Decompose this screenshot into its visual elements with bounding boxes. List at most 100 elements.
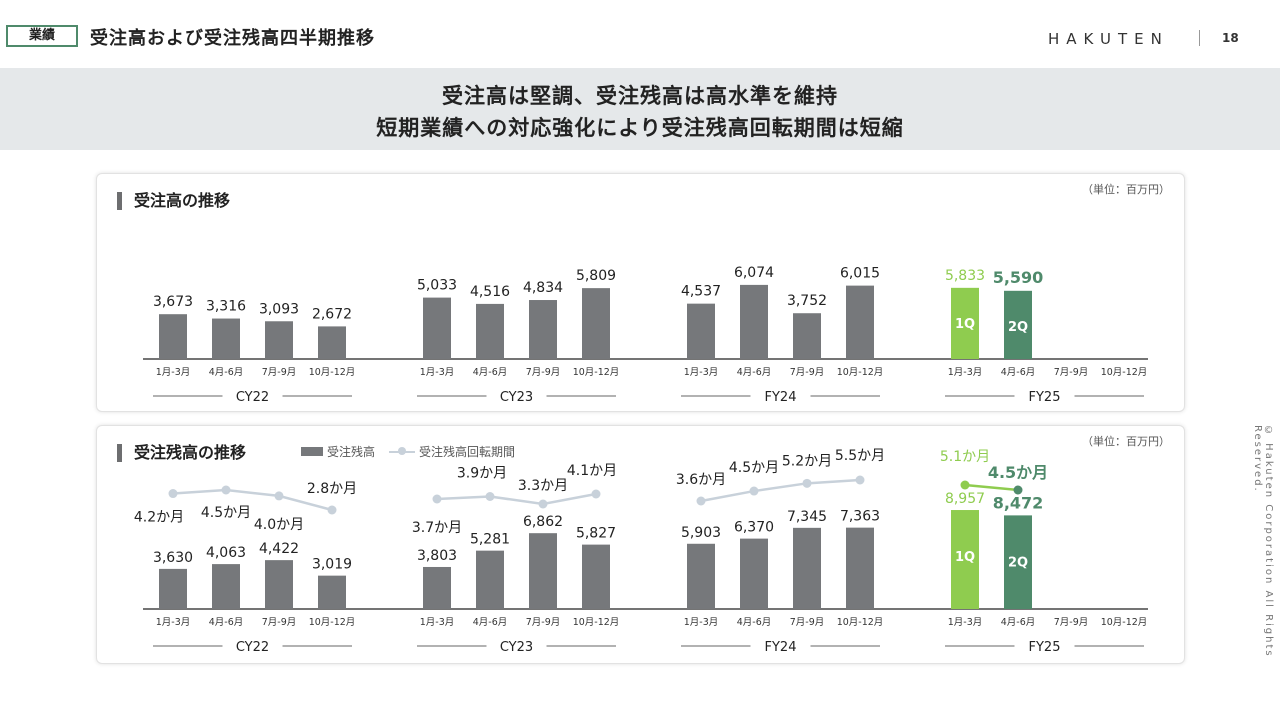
x-tick-label: 7月-9月 xyxy=(526,367,561,378)
turnover-point xyxy=(802,478,812,488)
x-tick-label: 1月-3月 xyxy=(156,367,191,378)
bar-value-label: 4,834 xyxy=(523,280,563,296)
turnover-value-label: 4.5か月 xyxy=(988,463,1048,482)
x-tick-label: 7月-9月 xyxy=(262,367,297,378)
bar xyxy=(1004,290,1032,359)
bar xyxy=(529,300,557,359)
bar xyxy=(476,303,504,359)
banner-headline: 受注高は堅調、受注残高は高水準を維持 xyxy=(442,84,838,108)
turnover-line xyxy=(964,483,1019,492)
bar-value-label: 4,422 xyxy=(259,541,299,557)
bar-inner-label: 2Q xyxy=(1008,555,1028,570)
bar-value-label: 5,827 xyxy=(576,526,616,542)
x-tick-label: 10月-12月 xyxy=(837,367,884,378)
group-label: CY22 xyxy=(236,390,269,405)
bar xyxy=(476,550,504,609)
bar-value-label: 2,672 xyxy=(312,306,352,322)
group-label: CY23 xyxy=(500,390,533,405)
group-label: FY24 xyxy=(765,390,797,405)
turnover-value-label: 4.1か月 xyxy=(567,463,617,479)
orders-chart: 1月-3月 4月-6月 7月-9月 10月-12月 CY22 1月-3月 4月-6月 7月-9… xyxy=(143,265,1148,405)
bar xyxy=(740,284,768,359)
turnover-line xyxy=(700,478,861,503)
bar-value-label: 4,063 xyxy=(206,545,246,561)
bar xyxy=(846,527,874,609)
bar xyxy=(159,568,187,609)
group-label: FY24 xyxy=(765,640,797,655)
bar-value-label: 3,630 xyxy=(153,550,193,566)
x-tick-label: 1月-3月 xyxy=(420,367,455,378)
x-tick-label: 1月-3月 xyxy=(420,617,455,628)
page-title: 受注高および受注残高四半期推移 xyxy=(90,28,375,49)
turnover-value-label: 3.3か月 xyxy=(518,478,568,494)
bar-value-label: 5,903 xyxy=(681,525,721,541)
bar-value-label: 5,033 xyxy=(417,278,457,294)
turnover-point xyxy=(485,492,495,501)
turnover-line xyxy=(172,488,333,512)
bar-value-label: 5,590 xyxy=(993,268,1044,287)
x-tick-label: 10月-12月 xyxy=(309,367,356,378)
x-tick-label: 1月-3月 xyxy=(156,617,191,628)
bar xyxy=(423,297,451,359)
bar-value-label: 3,673 xyxy=(153,294,193,310)
turnover-value-label: 4.0か月 xyxy=(254,517,304,533)
bar xyxy=(687,543,715,609)
bar-value-label: 3,019 xyxy=(312,557,352,573)
bar-value-label: 7,363 xyxy=(840,509,880,525)
turnover-point xyxy=(538,499,548,509)
turnover-point xyxy=(327,505,337,515)
turnover-value-label: 4.2か月 xyxy=(134,510,184,526)
x-tick-label: 10月-12月 xyxy=(309,617,356,628)
bar-value-label: 6,370 xyxy=(734,520,774,536)
copyright-notice: © Hakuten Corporation All Rights Reserve… xyxy=(1252,425,1274,658)
bar xyxy=(529,533,557,609)
x-tick-label: 7月-9月 xyxy=(262,617,297,628)
x-tick-label: 7月-9月 xyxy=(790,367,825,378)
bar-value-label: 8,957 xyxy=(945,491,985,507)
turnover-point xyxy=(168,489,178,499)
turnover-value-label: 3.9か月 xyxy=(457,466,507,482)
bar xyxy=(582,544,610,609)
bar-value-label: 6,074 xyxy=(734,265,774,281)
bar xyxy=(687,303,715,359)
bar xyxy=(423,566,451,609)
bar-value-label: 3,316 xyxy=(206,299,246,315)
x-tick-label: 7月-9月 xyxy=(1054,367,1089,378)
backlog-legend: 受注残高 受注残高回転期間 xyxy=(301,443,515,460)
bar-value-label: 4,516 xyxy=(470,284,510,300)
x-tick-label: 7月-9月 xyxy=(1054,617,1089,628)
group-label: CY22 xyxy=(236,640,269,655)
x-tick-label: 4月-6月 xyxy=(737,617,772,628)
turnover-value-label: 5.1か月 xyxy=(940,449,990,465)
bar-value-label: 6,015 xyxy=(840,266,880,282)
x-tick-label: 4月-6月 xyxy=(209,367,244,378)
bar-inner-label: 1Q xyxy=(955,317,975,332)
bar-inner-label: 1Q xyxy=(955,550,975,565)
legend-line-label: 受注残高回転期間 xyxy=(419,445,516,459)
bar-value-label: 8,472 xyxy=(993,493,1044,512)
bar xyxy=(793,527,821,609)
bar xyxy=(846,285,874,359)
group-label: FY25 xyxy=(1029,390,1061,405)
turnover-point xyxy=(1013,485,1023,495)
turnover-point xyxy=(960,480,970,490)
bar-inner-label: 2Q xyxy=(1008,320,1028,335)
brand-logo: HAKUTEN xyxy=(1048,30,1169,48)
summary-banner: 受注高は堅調、受注残高は高水準を維持 短期業績への対応強化により受注残高回転期間… xyxy=(0,68,1280,150)
x-tick-label: 1月-3月 xyxy=(684,617,719,628)
bar xyxy=(951,510,979,609)
bar xyxy=(1004,515,1032,609)
turnover-point xyxy=(591,489,601,499)
header-divider xyxy=(1199,30,1200,46)
orders-chart-title: 受注高の推移 xyxy=(117,192,230,210)
bar xyxy=(793,313,821,359)
bar xyxy=(318,575,346,609)
group-label: FY25 xyxy=(1029,640,1061,655)
x-tick-label: 10月-12月 xyxy=(1101,367,1148,378)
turnover-point xyxy=(696,496,706,506)
section-badge: 業績 xyxy=(6,25,78,47)
legend-line-swatch xyxy=(389,447,416,456)
turnover-value-label: 4.5か月 xyxy=(729,460,779,476)
bar-value-label: 3,803 xyxy=(417,548,457,564)
backlog-chart-panel: 1月-3月 4月-6月 7月-9月 10月-12月 CY22 1月-3月 4月-6月 7月-9… xyxy=(96,425,1185,664)
